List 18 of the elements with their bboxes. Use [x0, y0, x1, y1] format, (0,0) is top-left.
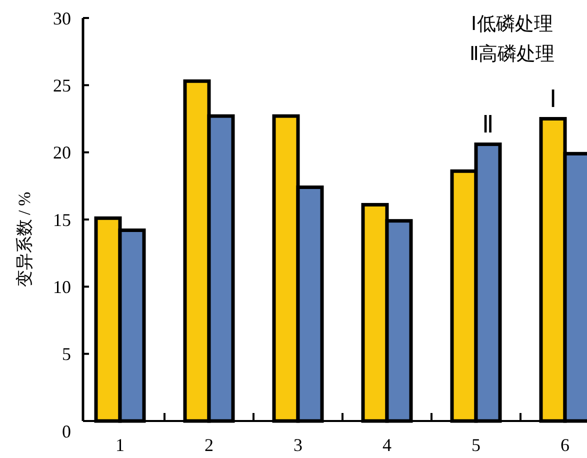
x-tick-label: 5 — [472, 435, 480, 455]
y-tick-label: 25 — [53, 75, 71, 96]
annotation: Ⅰ低磷处理 — [471, 14, 553, 35]
annotation: Ⅱ高磷处理 — [470, 43, 554, 65]
x-tick-label: 1 — [116, 435, 124, 455]
x-tick-label: 3 — [294, 435, 302, 455]
y-tick-label: 15 — [53, 210, 71, 230]
x-tick-label: 4 — [382, 435, 392, 455]
x-tick-label: 6 — [560, 435, 570, 455]
y-tick-label: 5 — [62, 344, 71, 364]
y-axis-title: 变异系数 / % — [15, 192, 34, 288]
y-tick-label: 10 — [53, 276, 71, 297]
y-tick-label: 0 — [62, 421, 71, 442]
y-tick-label: 30 — [53, 8, 71, 28]
series-label: Ⅱ — [482, 112, 494, 138]
x-tick-label: 2 — [204, 435, 214, 455]
series-label: Ⅰ — [550, 86, 556, 113]
y-tick-label: 20 — [53, 142, 71, 163]
